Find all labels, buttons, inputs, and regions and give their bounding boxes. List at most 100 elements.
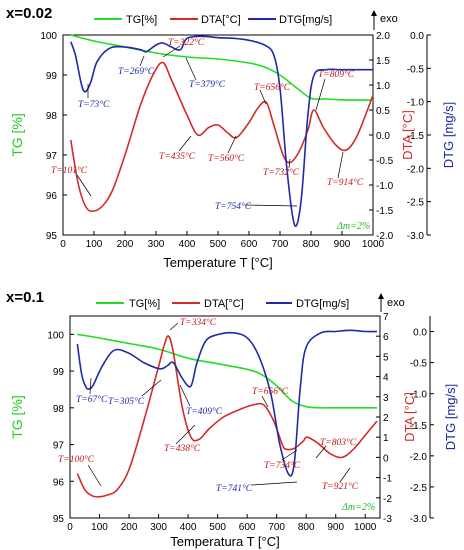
panel-2-series [76, 329, 378, 498]
leader-t754 [245, 204, 298, 207]
panel-1-dta-label: DTA [°C] [400, 110, 415, 160]
annotation-t409: T=409°C [186, 406, 223, 417]
annotation-t67: T=67°C [76, 394, 108, 405]
tg-tick-label: 96 [53, 477, 65, 488]
x-tick-label: 500 [209, 522, 226, 533]
exo-label: exo [380, 13, 398, 25]
annotation-t379: T=379°C [189, 79, 226, 90]
dtg-tick-label: -0.5 [407, 64, 425, 75]
dta-tick-label: -1.0 [376, 181, 394, 192]
panel-1-tg-axis: 95 96 97 98 99 100 [40, 31, 67, 242]
panel-1-dtg-axis: -3.0 -2.5 -2.0 -1.5 -1.0 -0.5 0.0 [407, 31, 431, 242]
annotation-t921: T=921°C [322, 481, 359, 492]
tg-tick-label: 100 [47, 330, 64, 341]
dtg-tick-label: -3.0 [407, 231, 425, 242]
exo-arrow-head [378, 293, 384, 299]
legend-tg-label: TG[%] [126, 14, 157, 26]
x-tick-label: 700 [272, 239, 289, 250]
x-tick-label: 100 [86, 239, 103, 250]
panel-2-mass-loss: Δm=2% [341, 502, 375, 513]
panel-1-dta-axis: -2.0 -1.5 -1.0 -0.5 0.0 0.5 1.0 1.5 2.0 [369, 31, 394, 242]
tg-tick-label: 98 [46, 111, 58, 122]
annotation-t741: T=741°C [216, 483, 253, 494]
panel-1-mass-loss: Δm=2% [336, 221, 370, 232]
legend-dta-label: DTA[°C] [201, 14, 241, 26]
leader-t741 [251, 481, 298, 486]
dtg-tick-label: -1.5 [410, 421, 428, 432]
x-tick-label: 900 [327, 522, 344, 533]
leader-t67 [89, 377, 92, 395]
dta-tick-label: -2.0 [376, 231, 394, 242]
annotation-t560: T=560°C [208, 153, 245, 164]
annotation-t322-red: T=322°C [168, 37, 205, 48]
dtg-tick-label: -0.5 [410, 359, 428, 370]
panel-2-legend: TG[%] DTA[°C] DTG[mg/s] [96, 298, 349, 310]
leader-t435 [178, 135, 192, 152]
annotation-t100: T=100°C [58, 454, 95, 465]
x-tick-label: 400 [179, 239, 196, 250]
tg-tick-label: 97 [46, 151, 58, 162]
leader-t101 [76, 174, 92, 197]
annotation-t809: T=809°C [318, 69, 355, 80]
leader-t803 [315, 445, 327, 459]
x-tick-label: 300 [150, 522, 167, 533]
dta-tick-label: 5 [383, 352, 389, 363]
x-tick-label: 600 [241, 239, 258, 250]
dtg-tick-label: -1.5 [407, 131, 425, 142]
dtg-tick-label: -3.0 [410, 514, 428, 525]
annotation-t914: T=914°C [327, 177, 364, 188]
series-dta-line [76, 335, 378, 498]
panel-1-legend: TG[%] DTA[°C] DTG[mg/s] [94, 14, 332, 26]
annotation-t734: T=734°C [264, 460, 301, 471]
tg-tick-label: 97 [53, 441, 65, 452]
panel-2-dta-axis: -3 -2 -1 0 1 2 3 4 5 6 7 [376, 312, 392, 525]
dta-tick-label: 2 [383, 413, 389, 424]
dtg-tick-label: -1.0 [410, 390, 428, 401]
panel-2-dta-label: DTA [°C] [402, 392, 417, 442]
annotation-t435: T=435°C [159, 151, 196, 162]
exo-label: exo [387, 297, 405, 309]
panel-1-exo-marker: exo [371, 10, 398, 30]
panel-2-tg-axis: 95 96 97 98 99 100 [47, 330, 74, 525]
x-tick-label: 600 [239, 522, 256, 533]
dta-tick-label: -1.5 [376, 206, 394, 217]
dta-tick-label: 4 [383, 373, 389, 384]
panel-1: x=0.02 TG[%] DTA[°C] DTG[mg/s] exo 0 100 2… [6, 5, 456, 270]
annotation-t754: T=754°C [215, 201, 252, 212]
legend-dtg-label: DTG[mg/s] [279, 14, 332, 26]
x-tick-label: 200 [121, 522, 138, 533]
dta-tick-label: 7 [383, 312, 389, 323]
x-tick-label: 900 [334, 239, 351, 250]
x-tick-label: 0 [67, 522, 73, 533]
series-dtg-line [76, 329, 378, 477]
panel-2-exo-marker: exo [378, 293, 405, 312]
dtg-tick-label: -2.5 [410, 483, 428, 494]
annotation-t334: T=334°C [180, 317, 217, 328]
tg-tick-label: 96 [46, 191, 58, 202]
annotation-t732: T=732°C [263, 167, 300, 178]
x-tick-label: 800 [298, 522, 315, 533]
panel-2-x-axis: 0 100 200 300 400 500 600 700 800 900 1000 [67, 514, 377, 533]
annotation-t656: T=656°C [254, 82, 291, 93]
panel-1-annotations: T=73°C T=269°C T=322°C T=379°C T=656°C T… [51, 37, 364, 212]
leader-t100 [87, 464, 102, 487]
dtg-tick-label: 0.0 [413, 328, 427, 339]
panel-2-leaders [87, 322, 351, 487]
dta-tick-label: -1 [383, 474, 392, 485]
leader-t322 [162, 45, 181, 58]
exo-arrow-head [371, 10, 377, 16]
panel-2: x=0.1 TG[%] DTA[°C] DTG[mg/s] exo 0 100 20… [6, 289, 458, 549]
leader-t656 [261, 395, 269, 408]
x-tick-label: 0 [60, 239, 66, 250]
panel-1-series [70, 34, 374, 228]
dta-tick-label: 1.0 [376, 81, 390, 92]
leader-t305 [141, 379, 162, 397]
legend-dta-label: DTA[°C] [204, 298, 244, 310]
series-dtg-line [70, 35, 373, 228]
legend-tg-label: TG[%] [129, 298, 160, 310]
tg-tick-label: 99 [46, 71, 58, 82]
panel-2-label: x=0.1 [6, 289, 44, 306]
dta-tick-label: 0 [383, 453, 389, 464]
leader-t560 [227, 135, 237, 154]
